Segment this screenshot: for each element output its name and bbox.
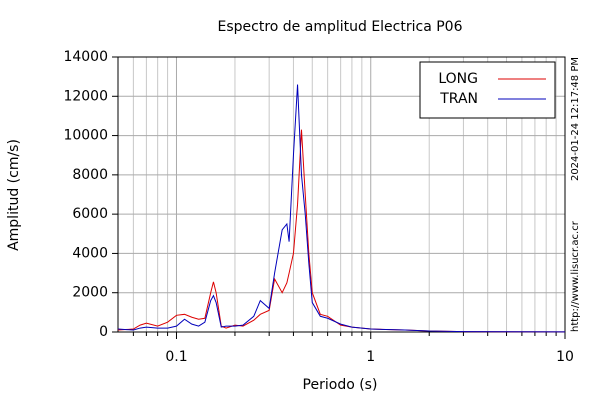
y-tick-label: 10000 bbox=[63, 128, 108, 144]
x-axis-label: Periodo (s) bbox=[303, 377, 378, 393]
y-axis-label: Amplitud (cm/s) bbox=[6, 139, 22, 251]
y-tick-label: 0 bbox=[99, 324, 108, 340]
plot-frame bbox=[117, 56, 566, 333]
y-tick-label: 6000 bbox=[72, 206, 108, 222]
legend-label: LONG bbox=[438, 71, 478, 87]
y-tick-label: 8000 bbox=[72, 167, 108, 183]
x-tick-label: 0.1 bbox=[165, 349, 187, 365]
x-tick-label: 10 bbox=[556, 349, 574, 365]
series-line bbox=[117, 129, 566, 333]
legend-label: TRAN bbox=[439, 91, 478, 107]
source-url: http://www.lisucr.ac.cr bbox=[570, 220, 581, 332]
y-tick-label: 4000 bbox=[72, 245, 108, 261]
legend-box bbox=[419, 61, 556, 119]
y-tick-label: 14000 bbox=[63, 49, 108, 65]
series-line bbox=[117, 84, 566, 333]
y-tick-label: 2000 bbox=[72, 285, 108, 301]
x-tick-label: 1 bbox=[366, 349, 375, 365]
y-tick-label: 12000 bbox=[63, 88, 108, 104]
timestamp: 2024-01-24 12:17:48 PM bbox=[570, 57, 581, 181]
chart-title: Espectro de amplitud Electrica P06 bbox=[218, 19, 463, 35]
